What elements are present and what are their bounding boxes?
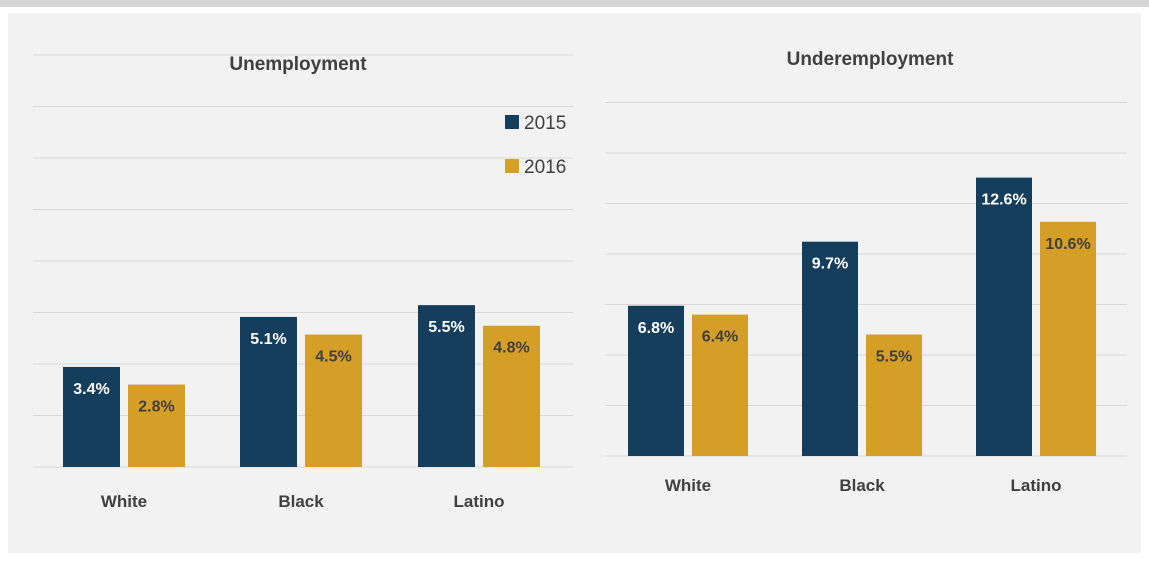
bar-2016-white [692, 314, 748, 456]
category-label: Latino [454, 492, 505, 511]
data-label: 5.1% [250, 331, 286, 348]
data-label: 9.7% [812, 256, 848, 273]
bar-2015-black [240, 316, 297, 467]
data-label: 10.6% [1045, 236, 1090, 253]
chart-title: Underemployment [787, 49, 954, 70]
category-label: Black [839, 476, 885, 495]
bar-2016-black [866, 334, 922, 456]
bar-2016-latino [483, 325, 540, 467]
data-label: 3.4% [73, 381, 109, 398]
data-label: 5.5% [428, 319, 464, 336]
data-label: 2.8% [138, 399, 174, 416]
chart-panel: Unemployment 3.4% 2.8% White 5.1% 4.5% Black 5.… [8, 13, 1141, 553]
chart-0: Unemployment 3.4% 2.8% White 5.1% 4.5% Black 5.… [33, 54, 573, 511]
bar-2016-latino [1040, 221, 1096, 456]
category-label: White [665, 476, 711, 495]
bar-2015-black [802, 241, 858, 456]
bar-2015-white [63, 366, 120, 467]
bar-2016-white [128, 384, 185, 467]
bar-2015-white [628, 305, 684, 456]
data-label: 6.4% [702, 329, 738, 346]
category-label: White [101, 492, 147, 511]
category-label: Black [278, 492, 324, 511]
data-label: 6.8% [638, 320, 674, 337]
legend-swatch-2016 [505, 159, 519, 173]
bar-2015-latino [976, 177, 1032, 456]
bar-2016-black [305, 334, 362, 467]
chart-1: Underemployment 6.8% 6.4% White 9.7% 5.5% Blac… [605, 49, 1127, 495]
bar-2015-latino [418, 305, 475, 467]
chart-title: Unemployment [229, 54, 367, 75]
data-label: 4.5% [315, 349, 351, 366]
data-label: 5.5% [876, 348, 912, 365]
legend-label: 2015 [524, 113, 566, 134]
legend-swatch-2015 [505, 115, 519, 129]
data-label: 4.8% [493, 340, 529, 357]
top-divider-bar [0, 0, 1149, 7]
legend-label: 2016 [524, 157, 566, 178]
category-label: Latino [1011, 476, 1062, 495]
data-label: 12.6% [981, 192, 1026, 209]
charts-svg: Unemployment 3.4% 2.8% White 5.1% 4.5% Black 5.… [33, 49, 1127, 511]
